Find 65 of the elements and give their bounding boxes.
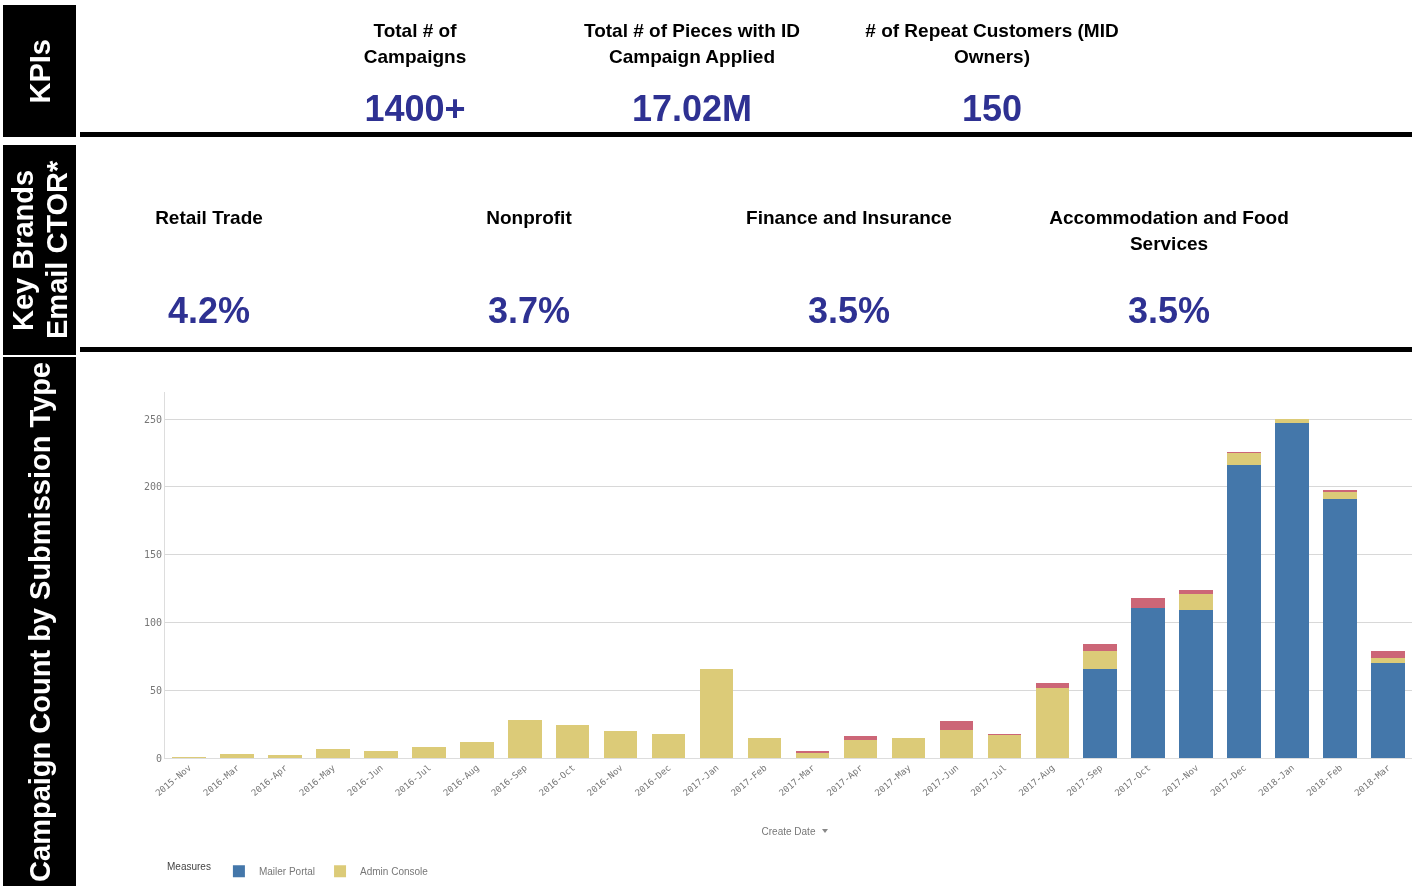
bar — [1371, 650, 1405, 658]
bar — [459, 741, 494, 758]
bar — [1131, 607, 1165, 758]
text: Total # of Campaigns — [362, 19, 468, 69]
text: Finance and Insurance — [745, 206, 953, 230]
bar — [1323, 499, 1357, 758]
text: Campaign Count by Submission Type — [22, 361, 57, 882]
legend-label: Mailer Portal — [258, 866, 316, 878]
bar — [1083, 644, 1118, 651]
bar — [1275, 423, 1309, 758]
bar — [268, 755, 302, 758]
bar — [1227, 465, 1261, 758]
text: Key Brands Email CTOR* — [5, 145, 74, 355]
bar — [1083, 668, 1118, 758]
text: 3.5% — [807, 290, 891, 332]
text: 150 — [961, 88, 1023, 130]
bar — [412, 747, 446, 758]
bar — [603, 730, 638, 758]
bar — [1179, 593, 1213, 611]
text: 3.7% — [487, 290, 571, 332]
bar — [939, 721, 974, 730]
bar — [1035, 687, 1070, 758]
bar — [699, 668, 734, 758]
y-tick-label: 250 — [143, 413, 162, 425]
text: Nonprofit — [485, 206, 573, 230]
bar — [843, 740, 878, 758]
text: Total # of Pieces with ID Campaign Applied — [582, 19, 802, 69]
bar — [507, 720, 542, 758]
bar — [1131, 598, 1165, 608]
y-tick-label: 150 — [143, 549, 162, 561]
bar — [1179, 589, 1213, 594]
bar — [987, 734, 1022, 758]
bar — [1371, 663, 1405, 758]
text: Accommodation and Food Services — [1048, 206, 1290, 256]
bar — [1083, 650, 1118, 669]
bar — [220, 753, 254, 758]
bar — [1035, 683, 1070, 688]
legend-title: Measures — [167, 860, 211, 872]
bar — [795, 752, 830, 758]
bar — [939, 729, 974, 758]
y-tick-label: 0 — [155, 752, 162, 764]
y-tick-label: 100 — [143, 616, 162, 628]
bar — [364, 751, 398, 758]
bar — [747, 737, 782, 758]
bar — [1371, 657, 1405, 664]
text: 3.5% — [1127, 290, 1211, 332]
bar — [891, 737, 926, 758]
x-axis-title: Create Date — [761, 825, 816, 837]
y-tick-label: 50 — [149, 684, 162, 696]
bar — [1323, 492, 1357, 500]
bar — [651, 733, 686, 758]
text: # of Repeat Customers (MID Owners) — [864, 19, 1120, 69]
text: 4.2% — [167, 290, 251, 332]
text: 17.02M — [631, 88, 753, 130]
text: KPIs — [22, 38, 57, 104]
text: 1400+ — [364, 88, 466, 130]
legend-label: Admin Console — [360, 866, 429, 878]
bar — [1179, 610, 1213, 758]
bar — [1227, 453, 1261, 466]
text: Retail Trade — [155, 207, 263, 228]
bar — [843, 736, 878, 741]
bar — [1275, 419, 1309, 424]
bar — [316, 748, 350, 758]
bar — [555, 725, 590, 758]
y-tick-label: 200 — [143, 481, 162, 493]
